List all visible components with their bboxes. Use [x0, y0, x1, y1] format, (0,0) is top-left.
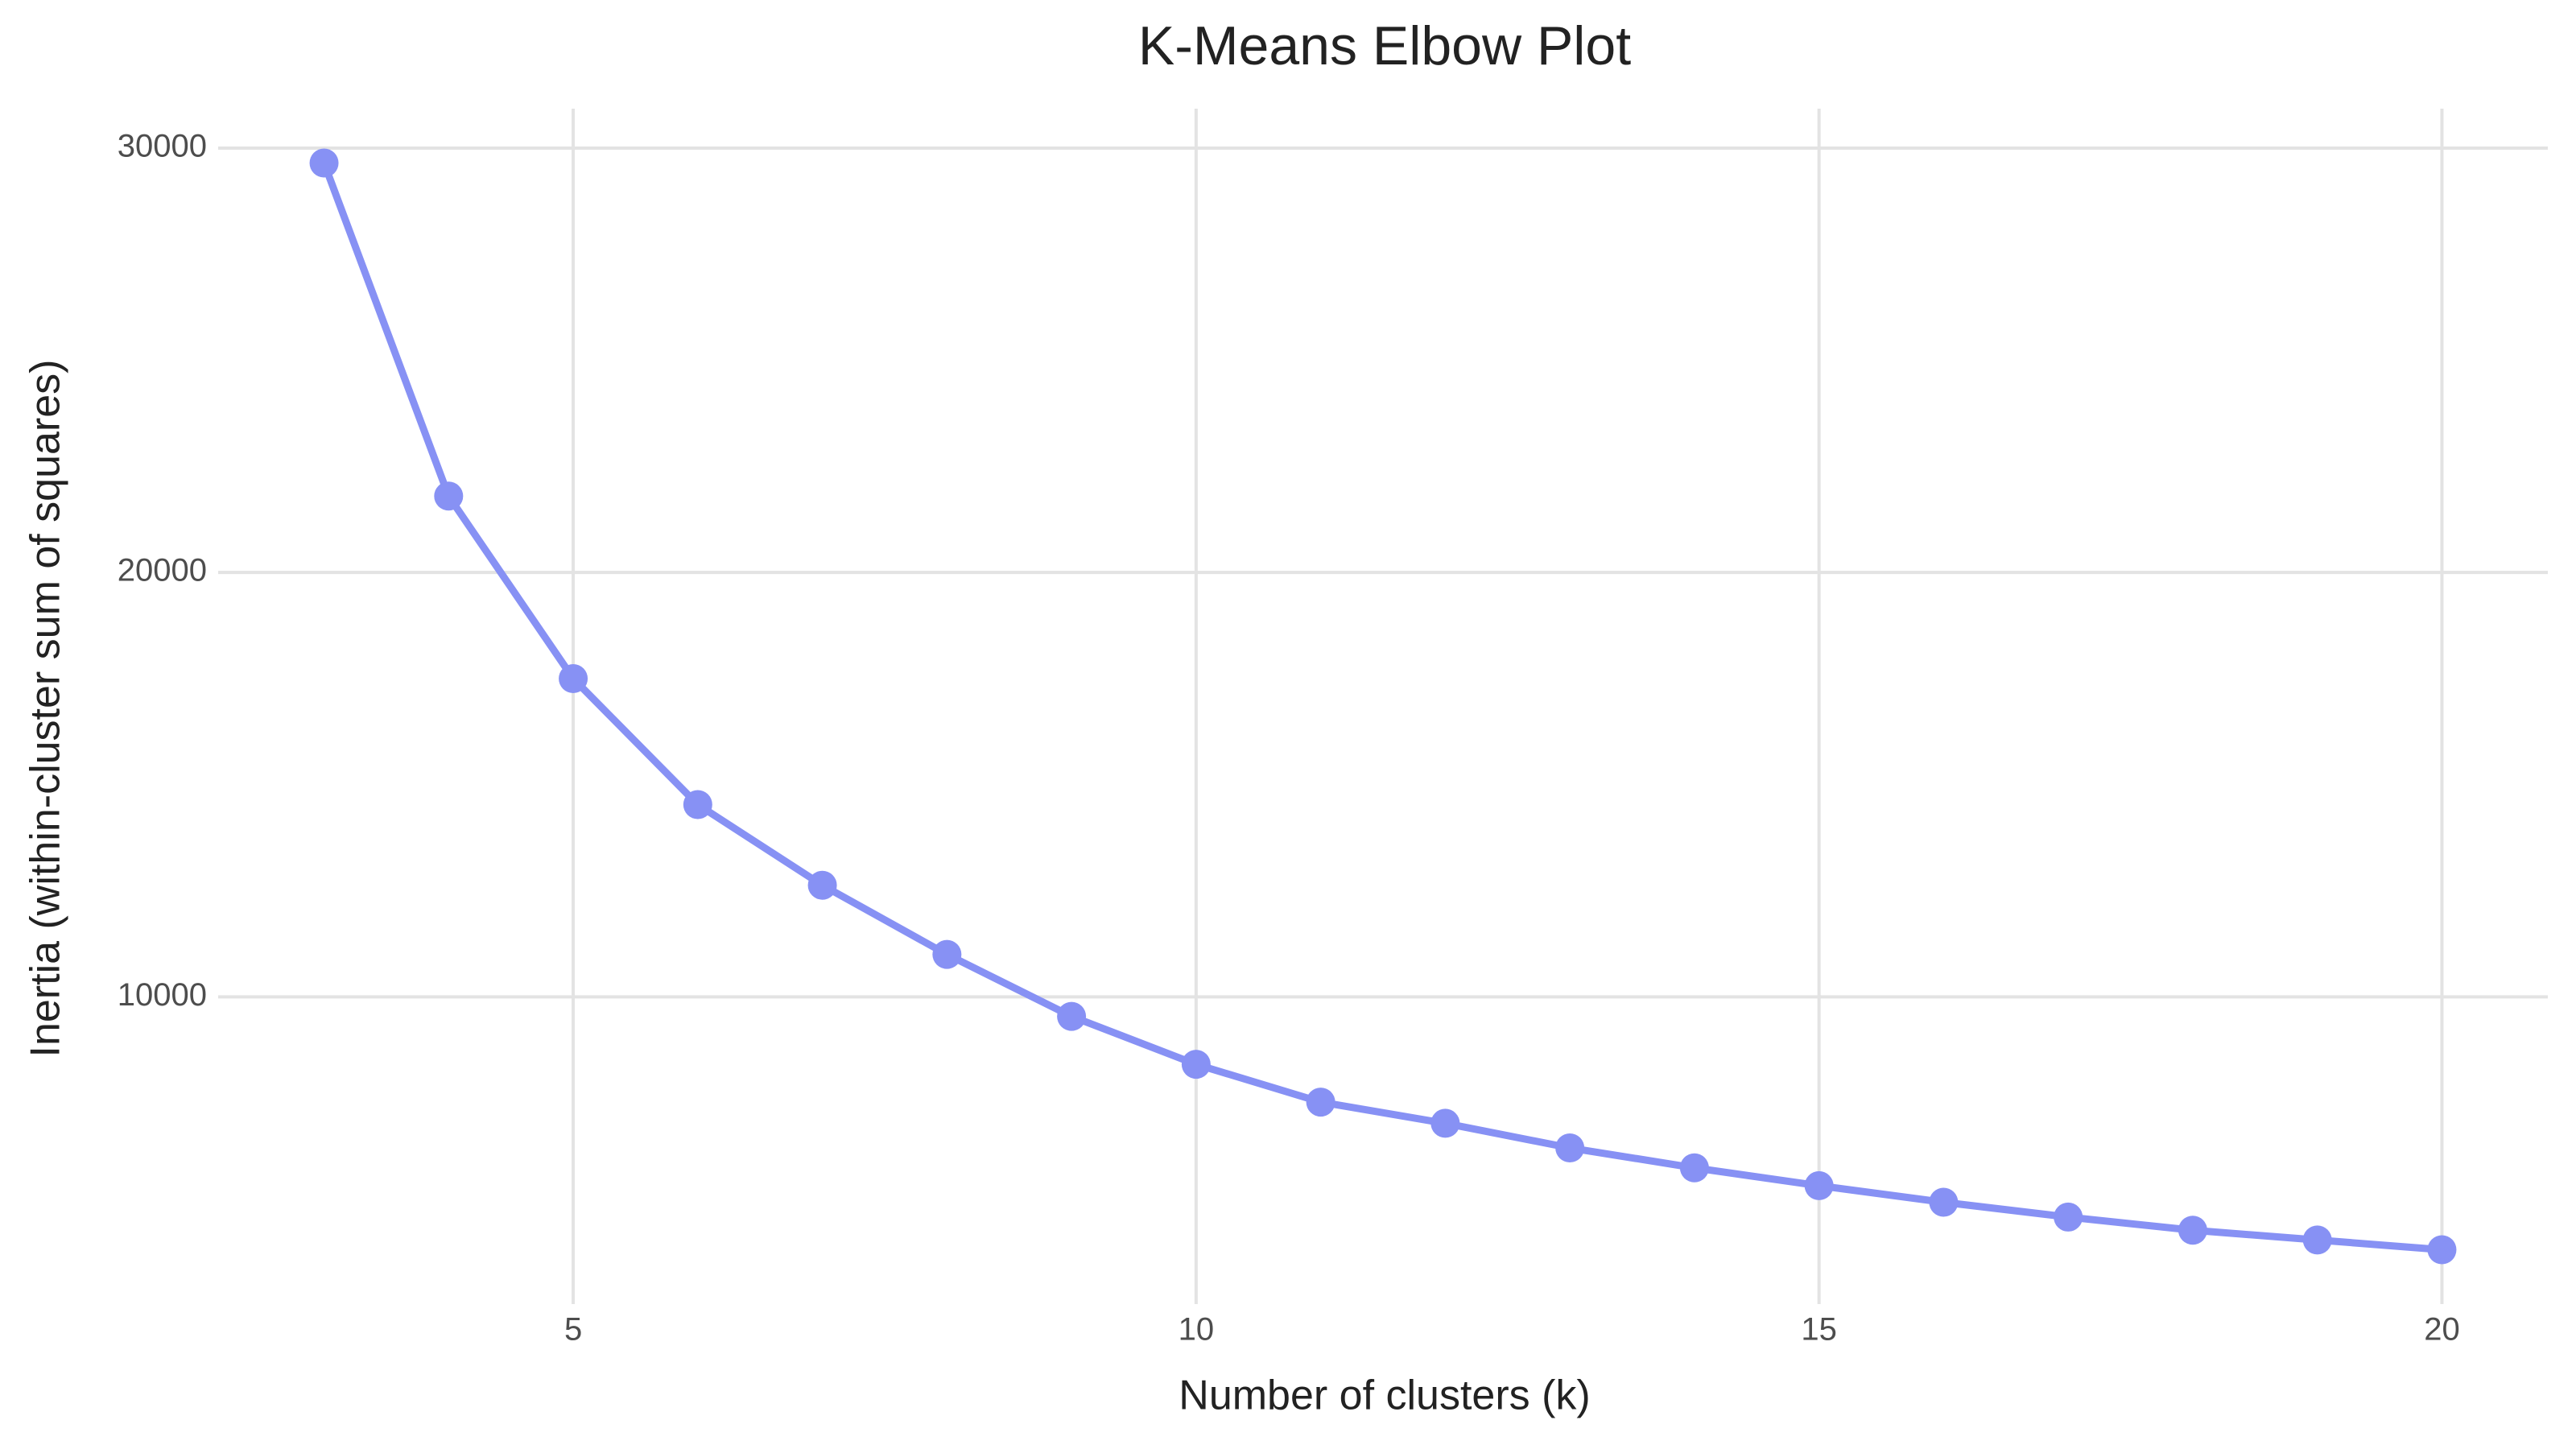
point: [1430, 1108, 1460, 1138]
y-tick-label: 10000: [118, 977, 207, 1013]
plot-area: [309, 148, 2457, 1265]
x-tick-label: 5: [564, 1312, 582, 1348]
point: [309, 148, 339, 178]
x-axis-title: Number of clusters (k): [1179, 1373, 1590, 1419]
line: [320, 161, 2442, 1254]
point: [2178, 1216, 2207, 1245]
chart-title: K-Means Elbow Plot: [1138, 15, 1631, 76]
point: [2302, 1225, 2332, 1255]
point: [1057, 1001, 1087, 1031]
grid: 10000 20000 30000 5 10 15 20: [118, 109, 2548, 1348]
point: [807, 870, 837, 900]
y-axis-title: Inertia (within-cluster sum of squares): [23, 360, 69, 1058]
point: [1929, 1187, 1959, 1217]
point: [434, 481, 464, 511]
point: [2054, 1202, 2083, 1232]
x-tick-label: 15: [1801, 1312, 1837, 1348]
x-tick-label: 20: [2424, 1312, 2460, 1348]
point: [1804, 1170, 1834, 1200]
x-tick-label: 10: [1179, 1312, 1215, 1348]
point: [559, 663, 588, 693]
point: [1306, 1088, 1335, 1117]
y-tick-label: 30000: [118, 129, 207, 164]
point: [2427, 1235, 2457, 1265]
y-tick-label: 20000: [118, 553, 207, 588]
point: [932, 939, 962, 969]
point: [1679, 1153, 1709, 1183]
point: [683, 790, 712, 819]
point: [1181, 1050, 1211, 1079]
point: [1555, 1133, 1585, 1163]
